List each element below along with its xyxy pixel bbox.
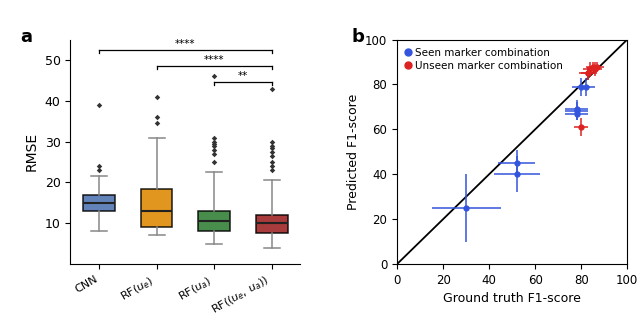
Text: ****: **** [204, 55, 225, 65]
PathPatch shape [198, 211, 230, 231]
Y-axis label: RMSE: RMSE [25, 132, 39, 171]
PathPatch shape [83, 195, 115, 211]
PathPatch shape [256, 215, 287, 233]
PathPatch shape [141, 188, 173, 227]
Text: ****: **** [175, 39, 196, 49]
Text: **: ** [238, 71, 248, 81]
Legend: Seen marker combination, Unseen marker combination: Seen marker combination, Unseen marker c… [403, 45, 566, 74]
Text: a: a [20, 28, 32, 47]
Text: b: b [351, 28, 364, 47]
Y-axis label: Predicted F1-score: Predicted F1-score [347, 94, 360, 210]
X-axis label: Ground truth F1-score: Ground truth F1-score [444, 292, 581, 305]
